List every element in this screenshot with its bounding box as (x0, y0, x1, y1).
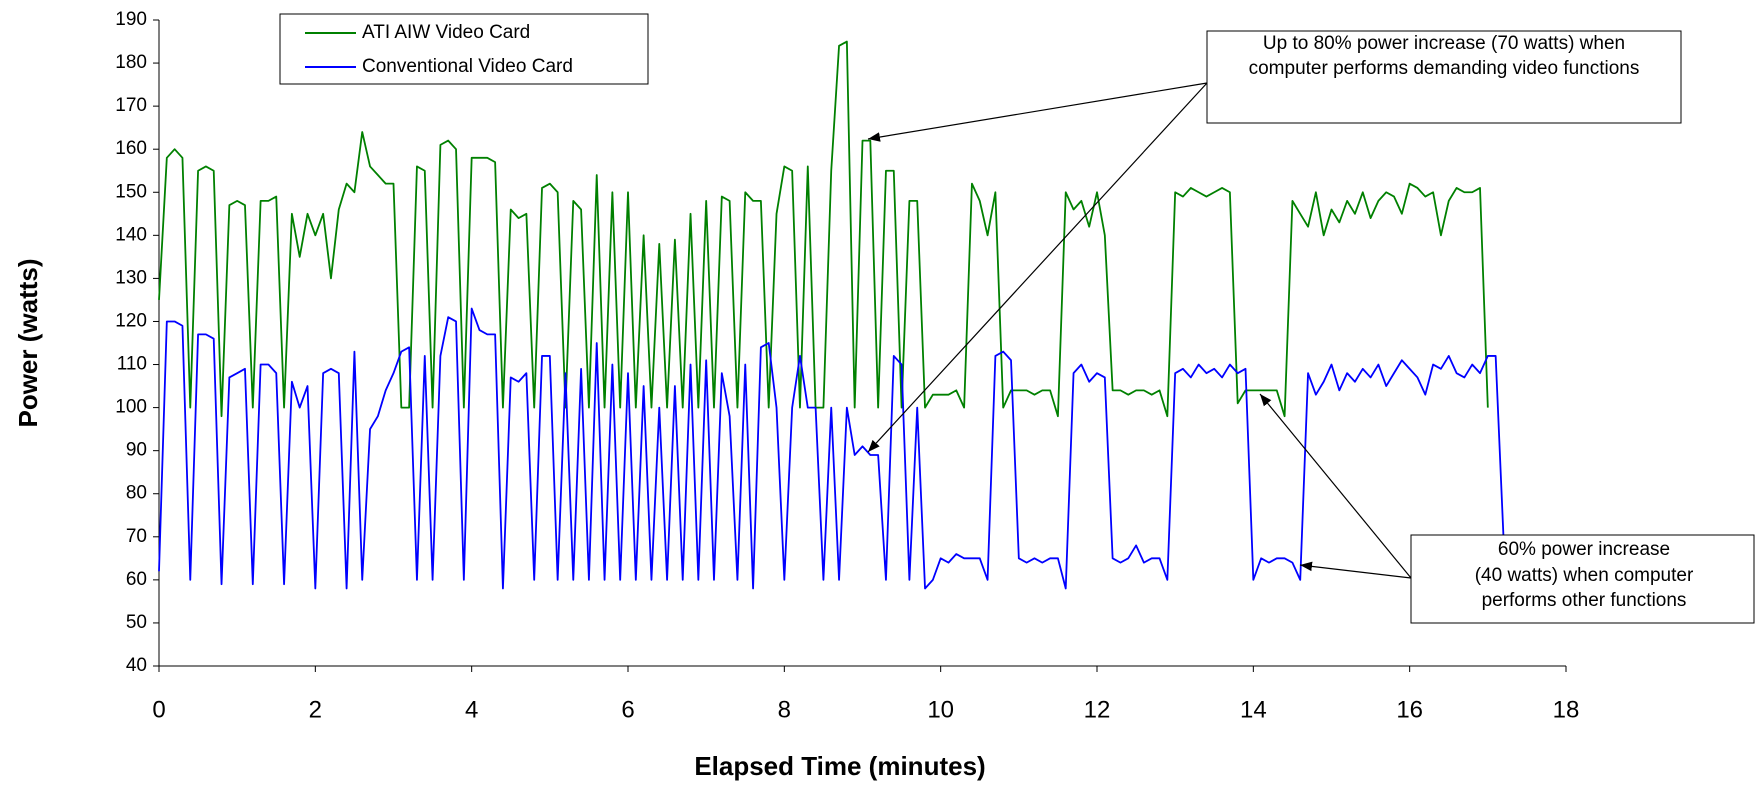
x-tick-label: 14 (1240, 696, 1267, 723)
legend-label: ATI AIW Video Card (362, 22, 530, 43)
y-tick-label: 120 (115, 310, 147, 331)
annotation-arrow (867, 82, 1208, 142)
annotation-arrow (1259, 393, 1412, 579)
x-tick-label: 4 (465, 696, 478, 723)
y-tick-label: 50 (126, 612, 147, 633)
y-axis-title: Power (watts) (13, 258, 43, 427)
series-line (158, 40, 1489, 418)
x-tick-label: 16 (1396, 696, 1423, 723)
annotation-box (1206, 30, 1682, 124)
y-tick-label: 80 (126, 483, 147, 504)
legend: ATI AIW Video Card Conventional Video Car… (279, 13, 649, 85)
y-tick-label: 60 (126, 569, 147, 590)
annotation-text: computer performs demanding video functi… (1249, 58, 1640, 79)
annotation-text: 60% power increase (1498, 539, 1670, 560)
annotation-box (1410, 534, 1755, 624)
y-tick-label: 70 (126, 526, 147, 547)
annotation-arrow (1299, 561, 1412, 579)
y-tick-label: 90 (126, 440, 147, 461)
x-tick-label: 6 (621, 696, 634, 723)
y-tick-label: 190 (115, 9, 147, 30)
y-tick-label: 160 (115, 138, 147, 159)
annotation-arrow (867, 82, 1208, 453)
x-tick-label: 0 (152, 696, 165, 723)
plot-area: 4050607080901001101201301401501601701801… (115, 9, 1579, 723)
y-tick-label: 170 (115, 95, 147, 116)
y-tick-label: 180 (115, 52, 147, 73)
y-tick-label: 150 (115, 181, 147, 202)
legend-box (279, 13, 649, 85)
annotation-text: Up to 80% power increase (70 watts) when (1263, 33, 1625, 54)
x-tick-label: 8 (778, 696, 791, 723)
x-tick-label: 18 (1553, 696, 1580, 723)
x-tick-label: 12 (1084, 696, 1111, 723)
y-tick-label: 110 (117, 354, 147, 375)
x-axis-title: Elapsed Time (minutes) (694, 751, 985, 781)
annotation-text: performs other functions (1482, 590, 1687, 611)
x-tick-label: 10 (927, 696, 954, 723)
annotation-text: (40 watts) when computer (1475, 565, 1694, 586)
legend-label: Conventional Video Card (362, 56, 573, 77)
y-tick-label: 130 (115, 267, 147, 288)
annotations: Up to 80% power increase (70 watts) when… (867, 30, 1755, 624)
x-tick-label: 2 (309, 696, 322, 723)
series-line (158, 307, 1505, 590)
y-tick-label: 140 (115, 224, 147, 245)
y-tick-label: 40 (126, 655, 147, 676)
y-tick-label: 100 (115, 397, 147, 418)
